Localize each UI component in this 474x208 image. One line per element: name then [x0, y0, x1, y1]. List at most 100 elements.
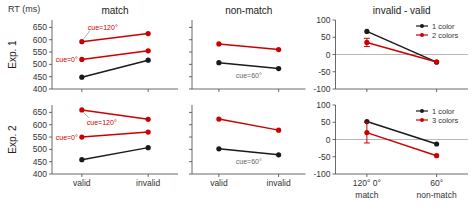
y-tick-label: 650 [33, 107, 47, 117]
row-label: Exp. 1 [7, 40, 18, 69]
annotation: cue=120° [87, 119, 117, 126]
plot-area [216, 41, 281, 71]
panel: -100-50050100invalid - valid1 color2 col… [313, 5, 468, 94]
legend-label: 1 color [432, 22, 455, 31]
panel-title: match [101, 5, 128, 16]
point [216, 146, 221, 151]
y-tick [49, 76, 52, 77]
y-tick-label: 0 [326, 50, 331, 60]
y-tick [189, 27, 192, 28]
legend: 1 color2 colors [416, 22, 459, 40]
x-axis-line [336, 89, 469, 90]
annotation: cue=60° [236, 158, 262, 165]
annotation: cue=0° [56, 134, 78, 141]
point [216, 116, 221, 121]
panel: valid invalid cue=60° [189, 105, 306, 188]
y-tick-label: 500 [33, 59, 47, 69]
annotation: cue=0° [56, 56, 78, 63]
x-axis-line [52, 174, 178, 175]
point [216, 60, 221, 65]
y-tick [49, 27, 52, 28]
plot-area [364, 119, 439, 158]
series-line [82, 148, 148, 160]
y-tick [49, 89, 52, 90]
x-tick-label: invalid [267, 178, 291, 188]
plot-area [364, 29, 439, 65]
series-line [219, 119, 279, 130]
y-tick-label: 550 [33, 47, 47, 57]
series-line [367, 31, 437, 62]
point [79, 75, 84, 80]
point [434, 153, 439, 158]
y-tick-label: 0 [326, 135, 331, 145]
zero-line [336, 54, 469, 55]
y-axis-line [335, 20, 336, 89]
point [434, 59, 439, 64]
y-tick [49, 64, 52, 65]
point [364, 130, 369, 135]
point [276, 152, 281, 157]
x-axis-line [336, 174, 469, 175]
panel: 400450500550600650matchRT (ms)cue=120°cu… [7, 4, 178, 94]
legend-marker [420, 118, 424, 122]
error-bar-cap [364, 46, 370, 47]
point [79, 107, 84, 112]
y-tick [189, 174, 192, 175]
annotation: cue=60° [236, 72, 262, 79]
y-axis-label: RT (ms) [8, 4, 40, 14]
x-tick [218, 174, 219, 177]
annotation: cue=120° [88, 24, 118, 31]
y-axis-line [52, 20, 53, 89]
y-tick-label: 100 [316, 100, 330, 110]
y-axis-line [335, 105, 336, 174]
x-tick [366, 174, 367, 177]
series-line [82, 110, 148, 119]
y-tick-label: -100 [313, 169, 330, 179]
group-label: non-match [417, 190, 457, 200]
y-tick [49, 137, 52, 138]
y-tick [49, 161, 52, 162]
point [364, 40, 369, 45]
y-tick-label: 650 [33, 22, 47, 32]
series-line [367, 122, 437, 144]
panel: -100-50050100120° 0°60°1 color3 colorsma… [313, 100, 468, 200]
series-line [82, 132, 148, 137]
y-tick-label: 400 [33, 169, 47, 179]
series-line [82, 34, 148, 42]
x-axis-line [52, 89, 178, 90]
y-tick [189, 39, 192, 40]
y-tick-label: 600 [33, 120, 47, 130]
x-tick [278, 89, 279, 92]
y-tick-label: 100 [316, 15, 330, 25]
legend-label: 1 color [432, 107, 455, 116]
y-tick-label: -100 [313, 84, 330, 94]
group-label: match [355, 190, 378, 200]
series-line [219, 63, 279, 69]
x-tick-label: 60° [430, 178, 443, 188]
y-tick-label: 550 [33, 132, 47, 142]
y-tick-label: 450 [33, 157, 47, 167]
y-tick [333, 105, 336, 106]
y-tick [189, 137, 192, 138]
x-tick [218, 89, 219, 92]
series-line [82, 60, 148, 77]
series-line [82, 51, 148, 60]
y-tick-label: 600 [33, 35, 47, 45]
y-tick [49, 149, 52, 150]
x-tick [436, 174, 437, 177]
y-tick-label: 450 [33, 72, 47, 82]
y-tick [189, 149, 192, 150]
plot-area [79, 31, 151, 80]
x-tick [81, 89, 82, 92]
annotation-arrow [84, 113, 89, 118]
x-tick-label: valid [210, 178, 228, 188]
y-tick-label: -50 [318, 152, 331, 162]
point [79, 134, 84, 139]
x-tick-label: invalid [136, 178, 160, 188]
y-tick [333, 71, 336, 72]
point [146, 48, 151, 53]
point [146, 58, 151, 63]
point [276, 47, 281, 52]
y-tick [333, 54, 336, 55]
x-tick [81, 174, 82, 177]
